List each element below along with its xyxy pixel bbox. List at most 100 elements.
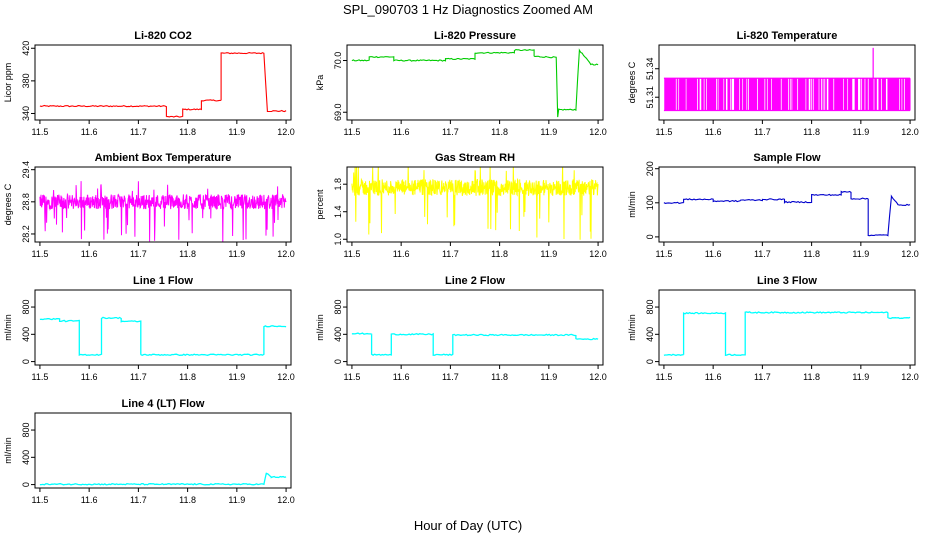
panel-2-xtick-label: 11.5 [343, 127, 360, 137]
panel-6-xtick-label: 11.7 [754, 249, 771, 259]
panel-7-title: Line 1 Flow [133, 275, 193, 287]
panel-1-line [39, 52, 287, 118]
panel-8-xtick-label: 12.0 [589, 372, 607, 382]
panel-4: Ambient Box Temperature 11.5 11.6 11.7 11.8 1… [3, 152, 295, 259]
panel-3-series [663, 47, 911, 112]
panel-5-ytick-label: 1.0 [333, 233, 343, 246]
panel-5-frame [346, 166, 604, 243]
panel-7-xtick-label: 11.6 [81, 372, 98, 382]
panel-8-xtick-label: 11.7 [442, 372, 459, 382]
panel-6-xtick-label: 12.0 [901, 249, 919, 259]
panel-3-xtick-label: 11.7 [754, 127, 771, 137]
panel-7-xtick-label: 11.9 [228, 372, 245, 382]
panel-6-ytick-label: 100 [645, 195, 655, 210]
panel-6-line [663, 190, 911, 237]
panel-7-ytick-label: 800 [21, 300, 31, 315]
panel-5-xtick-label: 12.0 [589, 249, 607, 259]
panel-4-ylabel: degrees C [3, 183, 13, 225]
panel-4-xtick-label: 12.0 [277, 249, 295, 259]
panel-10-frame [34, 412, 292, 489]
panel-3-ylabel: degrees C [627, 61, 637, 103]
panel-9-xtick-label: 11.5 [655, 372, 672, 382]
panel-1-ytick-label: 380 [21, 73, 31, 88]
panel-5-xtick-label: 11.7 [442, 249, 459, 259]
panel-10-xtick-label: 11.9 [228, 495, 245, 505]
panel-6-xtick-label: 11.9 [852, 249, 869, 259]
panel-9-ytick-label: 0 [645, 359, 655, 364]
panel-9-frame [658, 289, 916, 366]
panel-8-xtick-label: 11.9 [540, 372, 557, 382]
panel-8-frame [346, 289, 604, 366]
panel-7-xtick-label: 11.7 [130, 372, 147, 382]
panel-9-title: Line 3 Flow [757, 275, 817, 287]
panel-2-frame [346, 44, 604, 121]
panel-10-title: Line 4 (LT) Flow [122, 398, 205, 410]
panel-8-ylabel: ml/min [315, 314, 325, 341]
panel-10-xtick-label: 11.6 [81, 495, 98, 505]
panel-1-ytick-label: 340 [21, 106, 31, 121]
panel-5: Gas Stream RH 11.5 11.6 11.7 11.8 11.9 12.0 1.0… [315, 152, 607, 259]
panel-8-xtick-label: 11.6 [393, 372, 410, 382]
panel-6: Sample Flow 11.5 11.6 11.7 11.8 11.9 12.0 0 100 2… [627, 152, 919, 259]
panel-5-ytick-label: 1.8 [333, 178, 343, 191]
panel-5-xtick-label: 11.8 [491, 249, 508, 259]
panel-5-ytick-label: 1.4 [333, 205, 343, 218]
panel-5-title: Gas Stream RH [435, 152, 515, 164]
panel-1-xtick-label: 11.6 [81, 127, 98, 137]
panel-1-ytick-label: 420 [21, 41, 31, 56]
panel-3-xtick-label: 11.9 [852, 127, 869, 137]
panel-4-title: Ambient Box Temperature [95, 152, 232, 164]
panel-1-ylabel: Licor ppm [3, 63, 13, 103]
panel-9-ytick-label: 800 [645, 300, 655, 315]
panel-9: Line 3 Flow 11.5 11.6 11.7 11.8 11.9 12.0 0 400 8… [627, 275, 919, 382]
panel-2-xtick-label: 12.0 [589, 127, 607, 137]
panel-9-series [663, 311, 911, 357]
panel-1: Li-820 CO2 11.5 11.6 11.7 11.8 11.9 12.0 340 380… [3, 30, 295, 137]
panel-1-xtick-label: 12.0 [277, 127, 295, 137]
panel-6-series [663, 190, 911, 237]
panel-3-xtick-label: 12.0 [901, 127, 919, 137]
panel-5-xtick-label: 11.5 [343, 249, 360, 259]
panel-3-frame [658, 44, 916, 121]
panel-10-series [39, 472, 287, 486]
figure-title: SPL_090703 1 Hz Diagnostics Zoomed AM [342, 2, 594, 17]
panel-4-xtick-label: 11.6 [81, 249, 98, 259]
panel-2-series [351, 48, 599, 118]
panel-4-ytick-label: 29.4 [21, 161, 31, 179]
panel-4-series [39, 181, 287, 242]
panel-8: Line 2 Flow 11.5 11.6 11.7 11.8 11.9 12.0 0 400 8… [315, 275, 607, 382]
panel-10-xtick-label: 12.0 [277, 495, 295, 505]
panel-4-ytick-label: 28.8 [21, 193, 31, 211]
panel-2-xtick-label: 11.6 [393, 127, 410, 137]
panel-2-xtick-label: 11.7 [442, 127, 459, 137]
panel-7-ytick-label: 0 [21, 359, 31, 364]
panel-9-xtick-label: 11.6 [705, 372, 722, 382]
panel-1-frame [34, 44, 292, 121]
panel-3-title: Li-820 Temperature [737, 30, 838, 42]
panel-8-xtick-label: 11.5 [343, 372, 360, 382]
panel-10-ylabel: ml/min [3, 437, 13, 464]
panel-1-series [39, 52, 287, 118]
panel-9-xtick-label: 11.9 [852, 372, 869, 382]
panel-7-ylabel: ml/min [3, 314, 13, 341]
panel-2-ytick-label: 70.0 [333, 52, 343, 70]
panel-4-xtick-label: 11.5 [31, 249, 48, 259]
panel-10-xtick-label: 11.5 [31, 495, 48, 505]
panel-3-ytick-label: 51.31 [645, 86, 655, 109]
panel-6-xtick-label: 11.8 [803, 249, 820, 259]
panel-1-xtick-label: 11.9 [228, 127, 245, 137]
panel-5-xtick-label: 11.6 [393, 249, 410, 259]
panel-6-xtick-label: 11.6 [705, 249, 722, 259]
panel-3-xtick-label: 11.6 [705, 127, 722, 137]
panel-2-title: Li-820 Pressure [434, 30, 516, 42]
panel-2-xtick-label: 11.8 [491, 127, 508, 137]
panel-7-xtick-label: 12.0 [277, 372, 295, 382]
panel-9-xtick-label: 11.7 [754, 372, 771, 382]
panel-2-ylabel: kPa [315, 75, 325, 91]
panel-6-ylabel: ml/min [627, 191, 637, 218]
panel-10-ytick-label: 400 [21, 450, 31, 465]
panel-7-line [39, 316, 287, 357]
panel-1-xtick-label: 11.7 [130, 127, 147, 137]
panel-2-xtick-label: 11.9 [540, 127, 557, 137]
panel-4-xtick-label: 11.7 [130, 249, 147, 259]
